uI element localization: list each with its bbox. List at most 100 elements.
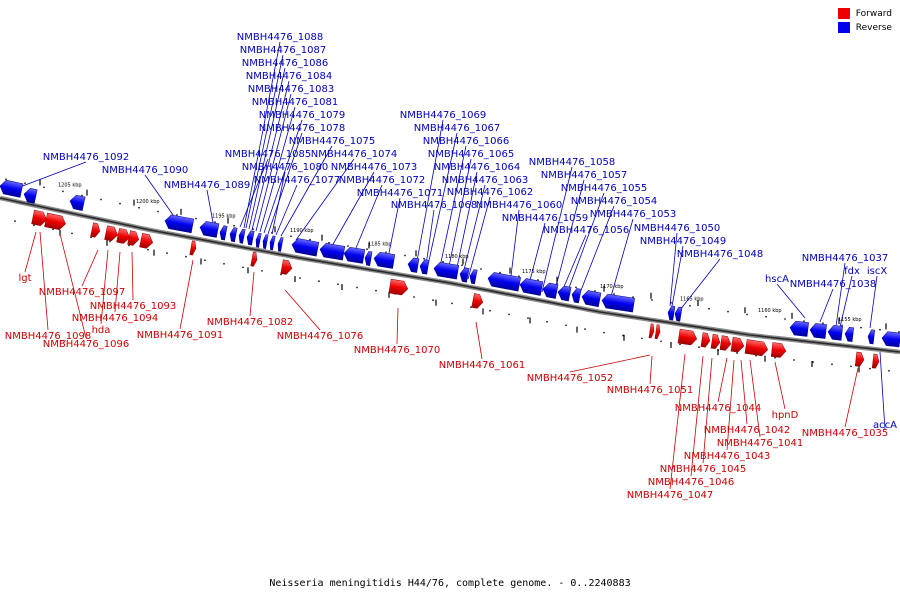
label-leader-line	[131, 251, 134, 301]
axis-dot-lower	[508, 313, 510, 316]
label-leader-line	[249, 271, 255, 317]
label-leader-line	[267, 132, 303, 235]
reverse-gene-label: NMBH4476_1077	[254, 175, 340, 186]
axis-dot-lower	[850, 365, 852, 368]
label-leader-line	[835, 262, 846, 327]
axis-dot-upper	[442, 260, 444, 263]
axis-dot-lower	[793, 359, 795, 361]
reverse-gene-label: hscA	[765, 274, 789, 285]
label-leader-lines	[11, 41, 886, 490]
forward-gene-arrow	[710, 333, 721, 350]
legend-reverse-label: Reverse	[855, 22, 892, 33]
forward-gene-arrow	[31, 209, 47, 226]
label-leader-line	[609, 218, 634, 301]
axis-dot-lower	[736, 352, 738, 354]
label-leader-line	[569, 354, 651, 373]
axis-dot-upper	[651, 299, 653, 301]
reverse-gene-arrow	[199, 221, 220, 238]
forward-gene-label: NMBH4476_1052	[527, 373, 613, 384]
label-leader-line	[669, 353, 686, 490]
forward-gene-label: NMBH4476_1091	[137, 330, 223, 341]
forward-gene-arrow	[471, 293, 484, 309]
axis-dot-upper	[746, 313, 748, 316]
reverse-gene-arrow	[674, 306, 683, 322]
label-leader-line	[206, 189, 215, 229]
forward-gene-arrow	[44, 212, 66, 231]
label-leader-line	[844, 367, 859, 428]
axis-dot-upper	[100, 198, 102, 201]
forward-gene-label: hpnD	[772, 410, 799, 421]
axis-dot-lower	[52, 228, 54, 231]
scale-label: 1200 kbp	[136, 199, 160, 205]
axis-dot-lower	[90, 236, 92, 239]
label-leader-line	[39, 231, 49, 331]
axis-dot-upper	[366, 248, 368, 251]
label-leader-line	[144, 174, 179, 223]
axis-dot-upper	[62, 190, 64, 193]
axis-dot-lower	[451, 302, 453, 305]
reverse-gene-arrow	[262, 234, 269, 250]
label-leader-line	[527, 222, 546, 289]
axis-dot-lower	[774, 356, 776, 359]
axis-dot-upper	[594, 290, 596, 292]
axis-dot-lower	[831, 363, 833, 366]
forward-gene-label: NMBH4476_1045	[660, 464, 746, 475]
axis-dot-lower	[33, 224, 35, 227]
reverse-gene-label: NMBH4476_1053	[590, 209, 676, 220]
axis-dot-lower	[280, 273, 282, 276]
forward-gene-label: NMBH4476_1070	[354, 345, 440, 356]
axis-dot-upper	[537, 279, 539, 281]
label-leader-line	[702, 357, 713, 464]
reverse-gene-arrow	[557, 285, 572, 302]
label-leader-line	[446, 158, 472, 277]
axis-dot-upper	[689, 304, 691, 307]
reverse-gene-arrow	[291, 238, 320, 257]
axis-dot-upper	[784, 318, 786, 320]
forward-gene-arrow	[871, 353, 880, 369]
reverse-gene-label: NMBH4476_1072	[339, 175, 425, 186]
forward-gene-arrow	[189, 240, 197, 256]
axis-dot-lower	[869, 367, 871, 370]
forward-gene-label: NMBH4476_1051	[607, 385, 693, 396]
reverse-gene-arrow	[542, 282, 559, 299]
axis-dot-upper	[404, 254, 406, 257]
forward-gene-label: NMBH4476_1098	[5, 331, 91, 342]
axis-dot-upper	[81, 194, 83, 197]
reverse-gene-arrow	[459, 267, 470, 283]
label-leader-line	[284, 289, 321, 331]
reverse-gene-label: NMBH4476_1073	[331, 162, 417, 173]
reverse-gene-arrow	[789, 320, 809, 337]
forward-gene-arrow	[719, 335, 732, 351]
forward-gene-arrow	[116, 228, 131, 244]
axis-dot-upper	[822, 322, 824, 325]
forward-gene-label: NMBH4476_1061	[439, 360, 525, 371]
label-leader-line	[819, 288, 834, 323]
label-leader-line	[331, 171, 375, 247]
forward-gene-arrow	[730, 336, 745, 353]
axis-dot-lower	[147, 248, 149, 251]
forward-gene-label: NMBH4476_1093	[90, 301, 176, 312]
reverse-gene-arrow	[469, 269, 478, 285]
axis-dot-lower	[128, 244, 130, 247]
label-leader-line	[509, 209, 520, 285]
genome-axis-line	[0, 197, 900, 353]
reverse-gene-arrow	[238, 228, 246, 244]
label-leader-line	[553, 179, 585, 295]
forward-gene-arrow	[139, 232, 154, 249]
forward-gene-label: NMBH4476_1097	[39, 287, 125, 298]
label-leader-line	[295, 158, 355, 241]
axis-dot-upper	[765, 315, 767, 318]
axis-dot-upper	[157, 210, 159, 213]
axis-dot-upper	[119, 202, 121, 205]
axis-dot-upper	[841, 324, 843, 327]
label-leader-line	[245, 54, 284, 229]
reverse-gene-label: iscX	[867, 266, 887, 277]
reverse-gene-label: NMBH4476_1078	[259, 123, 345, 134]
legend-forward-label: Forward	[855, 8, 892, 19]
reverse-gene-label: NMBH4476_1090	[102, 165, 188, 176]
reverse-gene-label: NMBH4476_1069	[400, 110, 486, 121]
axis-dot-upper	[708, 307, 710, 310]
reverse-gene-label: NMBH4476_1083	[248, 84, 334, 95]
reverse-gene-label: NMBH4476_1057	[541, 170, 627, 181]
forward-gene-label: NMBH4476_1082	[207, 317, 293, 328]
